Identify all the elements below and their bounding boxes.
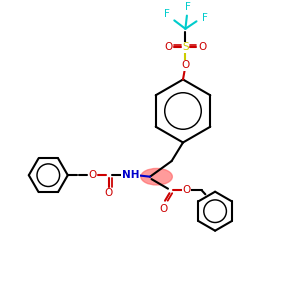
- Text: F: F: [202, 13, 208, 23]
- Ellipse shape: [141, 169, 172, 185]
- Text: O: O: [105, 188, 113, 198]
- Text: O: O: [164, 42, 172, 52]
- Text: F: F: [184, 2, 190, 12]
- Text: F: F: [164, 9, 169, 20]
- Text: O: O: [181, 60, 190, 70]
- Text: S: S: [182, 42, 189, 52]
- Text: O: O: [182, 185, 191, 195]
- Text: NH: NH: [122, 170, 139, 180]
- Text: O: O: [159, 204, 168, 214]
- Text: O: O: [88, 170, 97, 180]
- Text: O: O: [198, 42, 207, 52]
